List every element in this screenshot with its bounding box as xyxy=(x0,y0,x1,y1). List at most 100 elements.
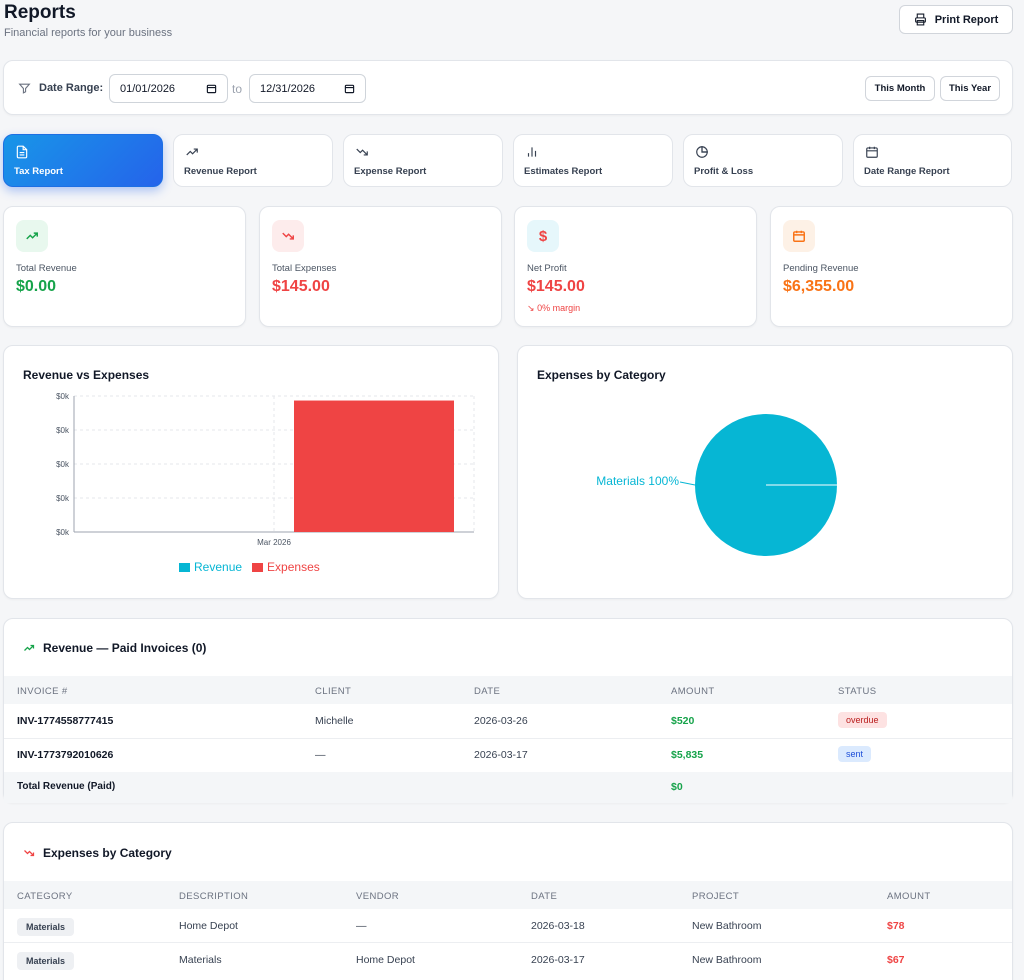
client: — xyxy=(315,749,326,761)
invoice-number: INV-1773792010626 xyxy=(17,749,114,761)
tab-revenue-report[interactable]: Revenue Report xyxy=(173,134,333,187)
column-header: AMOUNT xyxy=(671,686,715,697)
column-header: CATEGORY xyxy=(17,891,73,902)
stat-net-profit: $ Net Profit $145.00 ↘ 0% margin xyxy=(514,206,757,327)
amount: $520 xyxy=(671,715,695,727)
date: 2026-03-26 xyxy=(474,715,528,727)
total-row: Total Revenue (Paid) $0 xyxy=(4,772,1012,803)
project: New Bathroom xyxy=(692,954,762,966)
calendar-icon xyxy=(866,146,878,158)
date: 2026-03-18 xyxy=(531,920,585,932)
tab-expense-report[interactable]: Expense Report xyxy=(343,134,503,187)
legend-item-revenue: Revenue xyxy=(179,560,242,574)
trending-up-icon xyxy=(26,232,38,240)
stat-value: $145.00 xyxy=(527,278,585,295)
expense-table-title: Expenses by Category xyxy=(23,846,172,860)
column-header: STATUS xyxy=(838,686,877,697)
y-tick-label: $0k xyxy=(56,392,70,401)
x-tick-label: Mar 2026 xyxy=(257,538,291,547)
tab-label: Tax Report xyxy=(14,166,63,177)
revenue-paid-invoices-card: Revenue — Paid Invoices (0) INVOICE # CL… xyxy=(3,618,1013,803)
to-label: to xyxy=(232,82,243,96)
pie-chart: Materials 100% xyxy=(596,414,837,556)
column-header: DESCRIPTION xyxy=(179,891,249,902)
legend-label: Revenue xyxy=(194,560,243,574)
stat-label: Net Profit xyxy=(527,263,567,274)
legend-item-expenses: Expenses xyxy=(252,560,320,574)
revenue-table-title: Revenue — Paid Invoices (0) xyxy=(23,641,206,655)
project: New Bathroom xyxy=(692,920,762,932)
pie-chart-icon xyxy=(696,146,708,158)
legend-swatch xyxy=(252,562,264,572)
stat-total-expenses: Total Expenses $145.00 xyxy=(259,206,502,327)
legend-swatch xyxy=(179,562,190,572)
column-header: DATE xyxy=(474,686,501,697)
start-date-value: 01/01/2026 xyxy=(120,82,176,95)
stat-pending-revenue: Pending Revenue $6,355.00 xyxy=(770,206,1013,327)
vendor: — xyxy=(356,920,367,932)
trending-up-icon xyxy=(24,644,35,651)
date-range-label: Date Range: xyxy=(39,82,104,94)
table-header: INVOICE # CLIENT DATE AMOUNT STATUS xyxy=(4,676,1012,704)
revenue-table-title-text: Revenue — Paid Invoices (0) xyxy=(43,641,207,655)
status-badge: sent xyxy=(838,746,872,762)
arrow-down-right-icon: ↘ xyxy=(527,303,535,313)
stat-label: Total Expenses xyxy=(272,263,337,274)
total-label: Total Revenue (Paid) xyxy=(17,781,116,792)
stat-value: $0.00 xyxy=(16,278,57,295)
column-header: PROJECT xyxy=(692,891,740,902)
pie-chart-title: Expenses by Category xyxy=(537,368,666,382)
y-tick-label: $0k xyxy=(56,528,70,537)
expense-table-title-text: Expenses by Category xyxy=(43,846,172,860)
amount: $78 xyxy=(887,920,905,932)
stat-value: $145.00 xyxy=(272,278,330,295)
invoice-number: INV-1774558777415 xyxy=(17,715,114,727)
column-header: INVOICE # xyxy=(17,686,68,697)
trending-up-icon xyxy=(186,148,198,156)
print-report-label: Print Report xyxy=(934,13,999,26)
amount: $5,835 xyxy=(671,749,704,761)
tab-estimates-report[interactable]: Estimates Report xyxy=(513,134,673,187)
document-icon xyxy=(16,145,28,159)
end-date-input[interactable]: 12/31/2026 xyxy=(249,74,366,103)
date: 2026-03-17 xyxy=(474,749,528,761)
trending-down-icon xyxy=(282,232,294,240)
tab-label: Date Range Report xyxy=(864,166,950,177)
column-header: AMOUNT xyxy=(887,891,931,902)
dollar-icon: $ xyxy=(538,227,548,245)
expenses-by-category-card: Expenses by Category Materials 100% xyxy=(517,345,1013,599)
this-year-button[interactable]: This Year xyxy=(940,76,1000,101)
bar-chart-icon xyxy=(527,147,537,157)
expenses-by-category-table-card: Expenses by Category CATEGORY DESCRIPTIO… xyxy=(3,822,1013,980)
description: Materials xyxy=(179,954,222,966)
legend-label: Expenses xyxy=(267,560,320,574)
calendar-icon xyxy=(793,230,805,242)
print-report-button[interactable]: Print Report xyxy=(899,5,1013,34)
bar-expenses xyxy=(294,400,454,532)
printer-icon xyxy=(914,13,926,26)
stat-label: Total Revenue xyxy=(16,263,77,274)
description: Home Depot xyxy=(179,920,238,932)
start-date-input[interactable]: 01/01/2026 xyxy=(109,74,228,103)
end-date-value: 12/31/2026 xyxy=(260,82,316,95)
tab-label: Estimates Report xyxy=(524,166,603,177)
tab-label: Revenue Report xyxy=(184,166,257,177)
bar-chart-title: Revenue vs Expenses xyxy=(23,368,150,382)
tab-profit-loss[interactable]: Profit & Loss xyxy=(683,134,843,187)
category-badge: Materials xyxy=(17,918,75,936)
calendar-icon xyxy=(344,84,355,94)
date: 2026-03-17 xyxy=(531,954,585,966)
page-subtitle: Financial reports for your business xyxy=(4,27,173,39)
y-tick-label: $0k xyxy=(56,426,70,435)
revenue-vs-expenses-card: Revenue vs Expenses $0k $0k $0k $0k $0k … xyxy=(3,345,499,599)
this-month-button[interactable]: This Month xyxy=(865,76,935,101)
chart-legend: Revenue Expenses xyxy=(179,560,320,574)
tab-date-range-report[interactable]: Date Range Report xyxy=(853,134,1012,187)
tab-tax-report[interactable]: Tax Report xyxy=(3,134,163,187)
table-header: CATEGORY DESCRIPTION VENDOR DATE PROJECT… xyxy=(4,881,1012,909)
amount: $67 xyxy=(887,954,905,966)
tab-label: Expense Report xyxy=(354,166,427,177)
client: Michelle xyxy=(315,715,354,727)
stat-total-revenue: Total Revenue $0.00 xyxy=(3,206,246,327)
stat-margin: ↘ 0% margin xyxy=(527,303,580,314)
